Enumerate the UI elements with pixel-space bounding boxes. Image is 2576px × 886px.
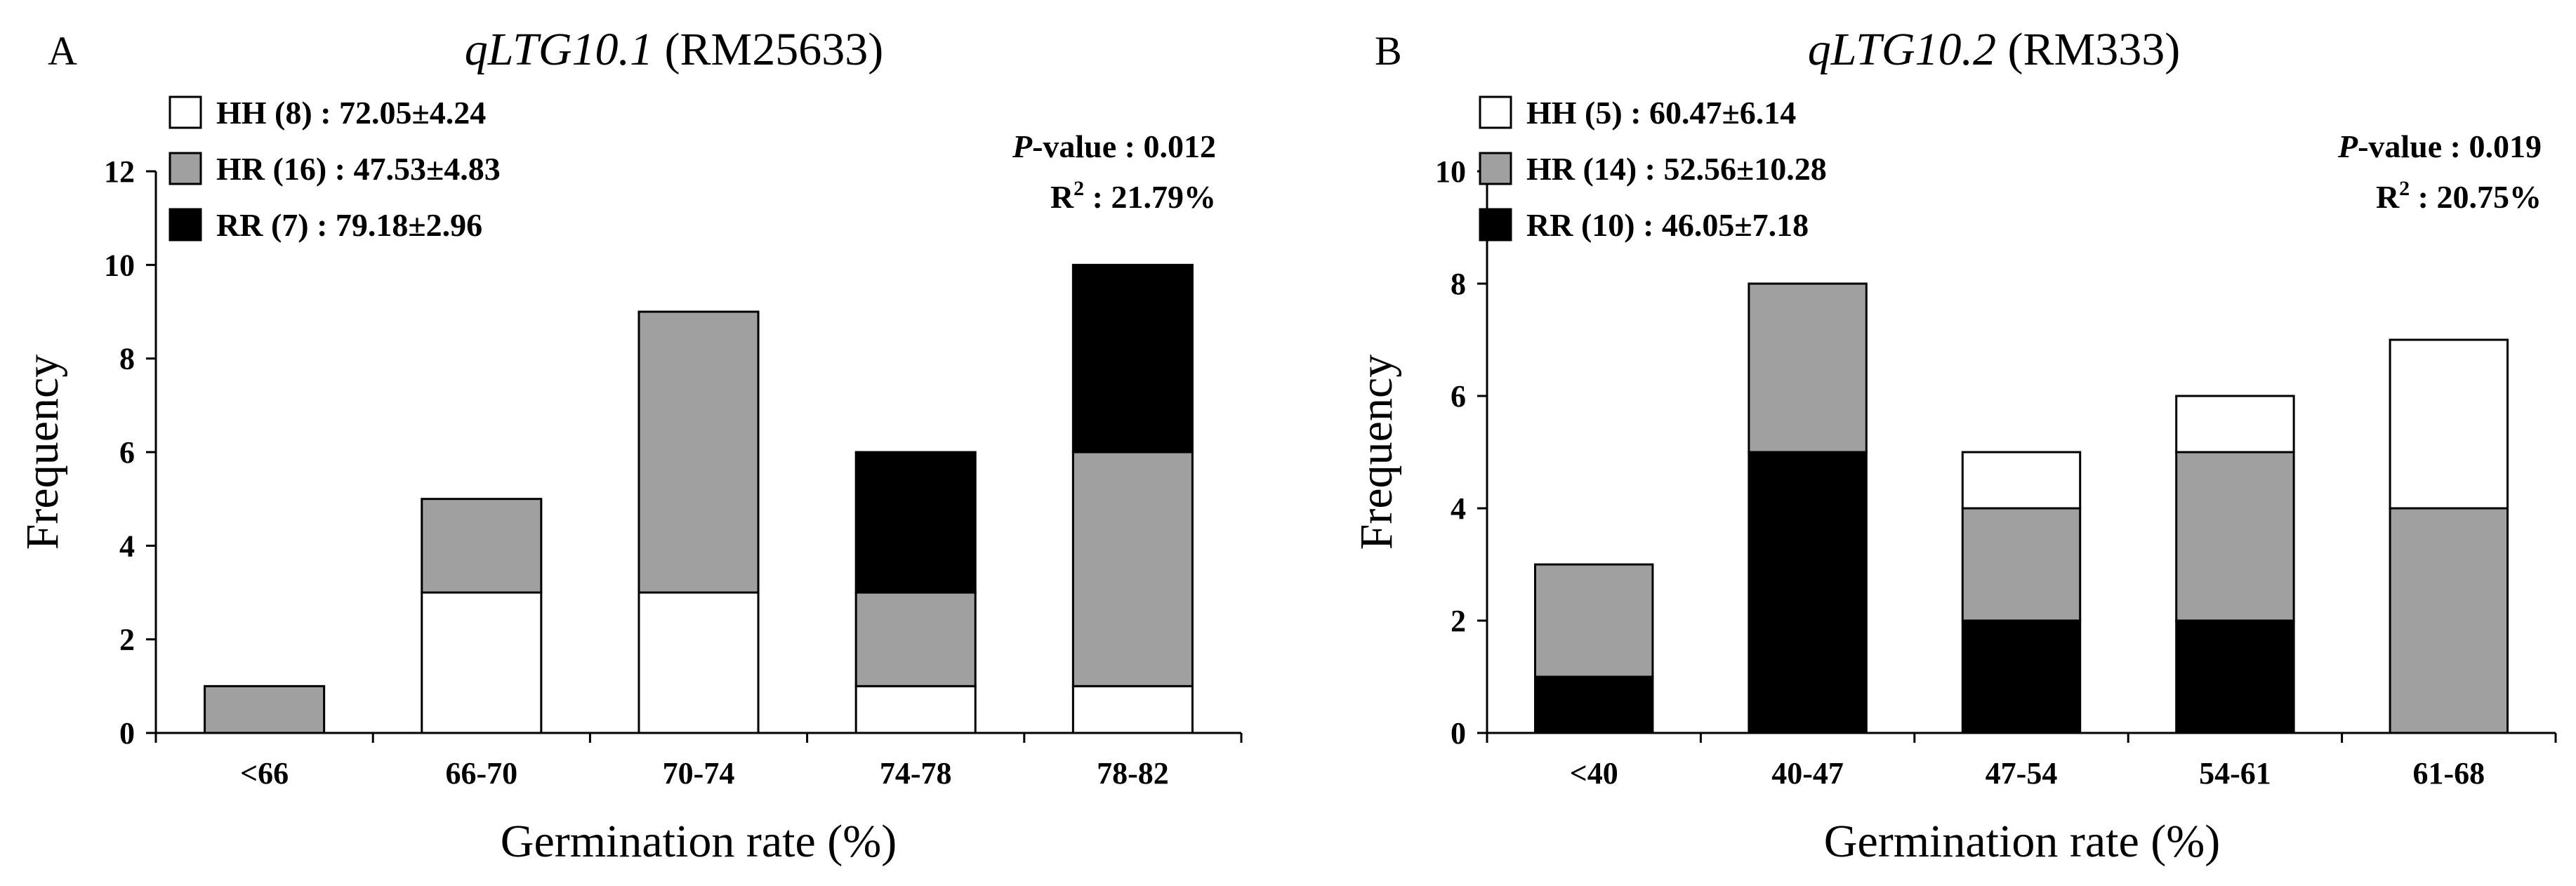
bar-segment-rr <box>854 451 977 594</box>
bar-segment-rr <box>2175 619 2295 734</box>
bar-segment-hr <box>1961 507 2082 622</box>
legend: HH (5) : 60.47±6.14 HR (14) : 52.56±10.28… <box>1479 95 1827 243</box>
title-marker: qLTG10.1 <box>465 24 653 75</box>
y-tick-label: 6 <box>119 435 135 470</box>
bar-segment-hr <box>421 498 543 594</box>
legend-label: HH (5) : 60.47±6.14 <box>1526 95 1796 131</box>
title-marker: qLTG10.2 <box>1808 24 1996 75</box>
legend-label: HR (14) : 52.56±10.28 <box>1526 151 1827 187</box>
bar-segment-rr <box>1748 451 1868 734</box>
legend-swatch <box>1479 95 1512 129</box>
p-value: P-value : 0.012 <box>1012 128 1216 164</box>
y-tick-label: 6 <box>1451 379 1466 414</box>
y-tick-label: 12 <box>104 154 135 189</box>
y-tick-label: 8 <box>1451 267 1466 301</box>
x-axis-label: Germination rate (%) <box>501 816 897 867</box>
y-tick-label: 0 <box>119 716 135 751</box>
chart-title: qLTG10.1 (RM25633) <box>465 24 883 75</box>
y-axis-label: Frequency <box>17 355 68 550</box>
x-tick-label: 78-82 <box>1097 756 1169 791</box>
bar-segment-hr <box>204 685 326 734</box>
bar-segment-rr <box>1533 675 1654 734</box>
bar-segment-hr <box>2175 451 2295 622</box>
legend-label: RR (10) : 46.05±7.18 <box>1526 207 1809 243</box>
bar-segment-hh <box>638 591 760 734</box>
x-tick-label: 54-61 <box>2199 756 2271 791</box>
y-tick-label: 4 <box>1451 491 1466 526</box>
title-marker-id: (RM333) <box>1996 24 2180 75</box>
x-tick-label: 61-68 <box>2412 756 2485 791</box>
bar-segment-hr <box>1748 282 1868 454</box>
bar-segment-hh <box>2389 338 2509 510</box>
x-tick-label: <40 <box>1570 756 1618 791</box>
legend-label: HH (8) : 72.05±4.24 <box>216 95 486 131</box>
y-axis-label: Frequency <box>1351 355 1402 550</box>
y-tick-label: 2 <box>119 623 135 657</box>
legend-swatch <box>1479 208 1512 242</box>
p-value: P-value : 0.019 <box>2337 128 2542 164</box>
x-tick-label: 66-70 <box>445 756 517 791</box>
y-tick-label: 4 <box>119 529 135 563</box>
bar-segment-hh <box>854 685 977 734</box>
bar-segment-hr <box>2389 507 2509 734</box>
legend-swatch <box>169 152 202 185</box>
legend: HH (8) : 72.05±4.24 HR (16) : 47.53±4.83 R… <box>169 95 501 243</box>
chart-title: qLTG10.2 (RM333) <box>1808 24 2180 75</box>
bar-segment-hr <box>854 591 977 687</box>
r-squared: R2 : 20.75% <box>2376 177 2542 215</box>
bar-segment-hh <box>421 591 543 734</box>
bar-segment-rr <box>1961 619 2082 734</box>
legend-swatch <box>169 208 202 242</box>
legend-swatch <box>169 95 202 129</box>
bar-segment-hh <box>1961 451 2082 510</box>
y-tick-label: 10 <box>1435 154 1466 189</box>
panel-letter: A <box>48 28 77 74</box>
x-tick-label: 74-78 <box>880 756 952 791</box>
x-tick-label: 70-74 <box>663 756 735 791</box>
bar-segment-hr <box>1071 451 1194 687</box>
y-tick-label: 8 <box>119 342 135 376</box>
y-tick-label: 10 <box>104 248 135 282</box>
x-axis-label: Germination rate (%) <box>1824 816 2220 867</box>
legend-label: HR (16) : 47.53±4.83 <box>216 151 501 187</box>
x-tick-label: <66 <box>240 756 289 791</box>
legend-label: RR (7) : 79.18±2.96 <box>216 207 482 243</box>
r-squared: R2 : 21.79% <box>1050 177 1216 215</box>
x-tick-label: 47-54 <box>1986 756 2058 791</box>
bar-segment-rr <box>1071 263 1194 454</box>
bar-segment-hh <box>2175 395 2295 454</box>
x-tick-label: 40-47 <box>1771 756 1844 791</box>
legend-swatch <box>1479 152 1512 185</box>
bar-segment-hr <box>1533 563 1654 678</box>
panel-letter: B <box>1375 28 1402 74</box>
y-tick-label: 0 <box>1451 716 1466 751</box>
y-tick-label: 2 <box>1451 604 1466 638</box>
title-marker-id: (RM25633) <box>653 24 883 75</box>
bar-segment-hr <box>638 310 760 594</box>
bar-segment-hh <box>1071 685 1194 734</box>
